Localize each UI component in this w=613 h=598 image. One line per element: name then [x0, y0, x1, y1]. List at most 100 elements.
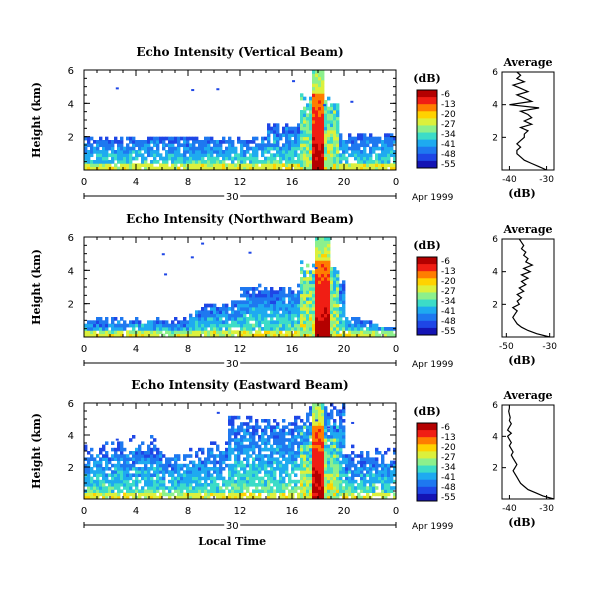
heatmap-cell — [267, 323, 271, 328]
heatmap-cell — [297, 146, 301, 151]
heatmap-cell — [387, 489, 391, 493]
heatmap-cell — [333, 287, 337, 291]
heatmap-cell — [264, 300, 268, 305]
heatmap-cell — [216, 495, 220, 500]
heatmap-cell — [321, 492, 325, 497]
heatmap-cell — [96, 473, 100, 477]
heatmap-cell — [297, 307, 301, 311]
heatmap-cell — [93, 473, 97, 477]
heatmap-cell — [111, 495, 115, 500]
heatmap-cell — [315, 435, 319, 439]
heatmap-cell — [285, 307, 289, 311]
heatmap-cell — [195, 473, 199, 477]
heatmap-cell — [327, 146, 331, 151]
heatmap-cell — [270, 143, 274, 148]
heatmap-cell — [330, 280, 334, 285]
heatmap-cell — [150, 160, 154, 164]
heatmap-cell — [387, 479, 391, 484]
heatmap-cell — [321, 483, 325, 487]
heatmap-cell — [96, 317, 100, 321]
heatmap-cell — [324, 495, 328, 500]
heatmap-cell — [321, 83, 325, 88]
heatmap-cell — [138, 150, 142, 154]
heatmap-cell — [171, 330, 175, 335]
heatmap-cell — [330, 425, 334, 429]
heatmap-cell — [279, 290, 283, 295]
heatmap-cell — [270, 160, 274, 164]
heatmap-cell — [177, 320, 181, 325]
heatmap-cell — [111, 463, 115, 468]
heatmap-cell — [324, 106, 328, 111]
heatmap-cell — [186, 463, 190, 468]
heatmap-cell — [306, 317, 310, 321]
heatmap-cell — [87, 323, 91, 328]
heatmap-cell — [162, 143, 166, 148]
colorbar-swatch — [417, 125, 437, 134]
heatmap-cell — [153, 166, 157, 171]
heatmap-cell — [228, 479, 232, 484]
heatmap-cell — [312, 454, 316, 458]
heatmap-cell — [342, 444, 346, 449]
heatmap-cell — [282, 447, 286, 452]
heatmap-cell — [222, 153, 226, 158]
heatmap-cell — [138, 166, 142, 171]
heatmap-cell — [258, 303, 262, 308]
heatmap-cell — [105, 166, 109, 171]
heatmap-cell — [192, 463, 196, 468]
heatmap-cell — [393, 447, 397, 452]
heatmap-cell — [174, 486, 178, 490]
heatmap-cell — [318, 320, 322, 325]
heatmap-cell — [213, 150, 217, 154]
heatmap-cell — [381, 489, 385, 493]
heatmap-cell — [309, 317, 313, 321]
heatmap-cell — [288, 130, 292, 134]
heatmap-cell — [246, 330, 250, 335]
heatmap-cell — [375, 333, 379, 338]
heatmap-cell — [168, 330, 172, 335]
heatmap-cell — [249, 163, 253, 168]
heatmap-cell — [345, 146, 349, 151]
heatmap-cell — [156, 486, 160, 490]
heatmap-cell — [315, 476, 319, 481]
heatmap-cell — [234, 156, 238, 161]
heatmap-cell — [321, 489, 325, 493]
heatmap-cell — [177, 166, 181, 171]
heatmap-cell — [297, 317, 301, 321]
heatmap-cell — [174, 156, 178, 161]
heatmap-cell — [276, 460, 280, 465]
heatmap-cell — [105, 457, 109, 461]
average-y-tick-label: 6 — [492, 235, 498, 245]
heatmap-cell — [336, 470, 340, 474]
heatmap-cell — [282, 313, 286, 318]
heatmap-cell — [273, 323, 277, 328]
heatmap-cell — [276, 290, 280, 295]
heatmap-cell — [135, 320, 139, 325]
heatmap-cell — [309, 153, 313, 158]
heatmap-cell — [306, 103, 310, 108]
heatmap-cell — [117, 473, 121, 477]
heatmap-cell — [84, 476, 88, 481]
heatmap-cell — [288, 317, 292, 321]
heatmap-cell — [135, 470, 139, 474]
heatmap-cell — [246, 463, 250, 468]
heatmap-cell — [204, 163, 208, 168]
heatmap-cell — [294, 146, 298, 151]
heatmap-cell — [306, 489, 310, 493]
heatmap-cell — [258, 447, 262, 452]
heatmap-cell — [315, 263, 319, 268]
heatmap-cell — [198, 333, 202, 338]
heatmap-cell — [240, 163, 244, 168]
heatmap-cell — [366, 454, 370, 458]
heatmap-cell — [294, 160, 298, 164]
heatmap-cell — [315, 283, 319, 288]
heatmap-cell — [336, 428, 340, 433]
heatmap-cell — [303, 489, 307, 493]
heatmap-cell — [96, 467, 100, 471]
heatmap-cell — [252, 463, 256, 468]
heatmap-cell — [261, 447, 265, 452]
heatmap-cell — [216, 313, 220, 318]
x-tick-label: 12 — [234, 506, 247, 517]
heatmap-cell — [387, 463, 391, 468]
heatmap-cell — [369, 486, 373, 490]
heatmap-cell — [327, 140, 331, 144]
